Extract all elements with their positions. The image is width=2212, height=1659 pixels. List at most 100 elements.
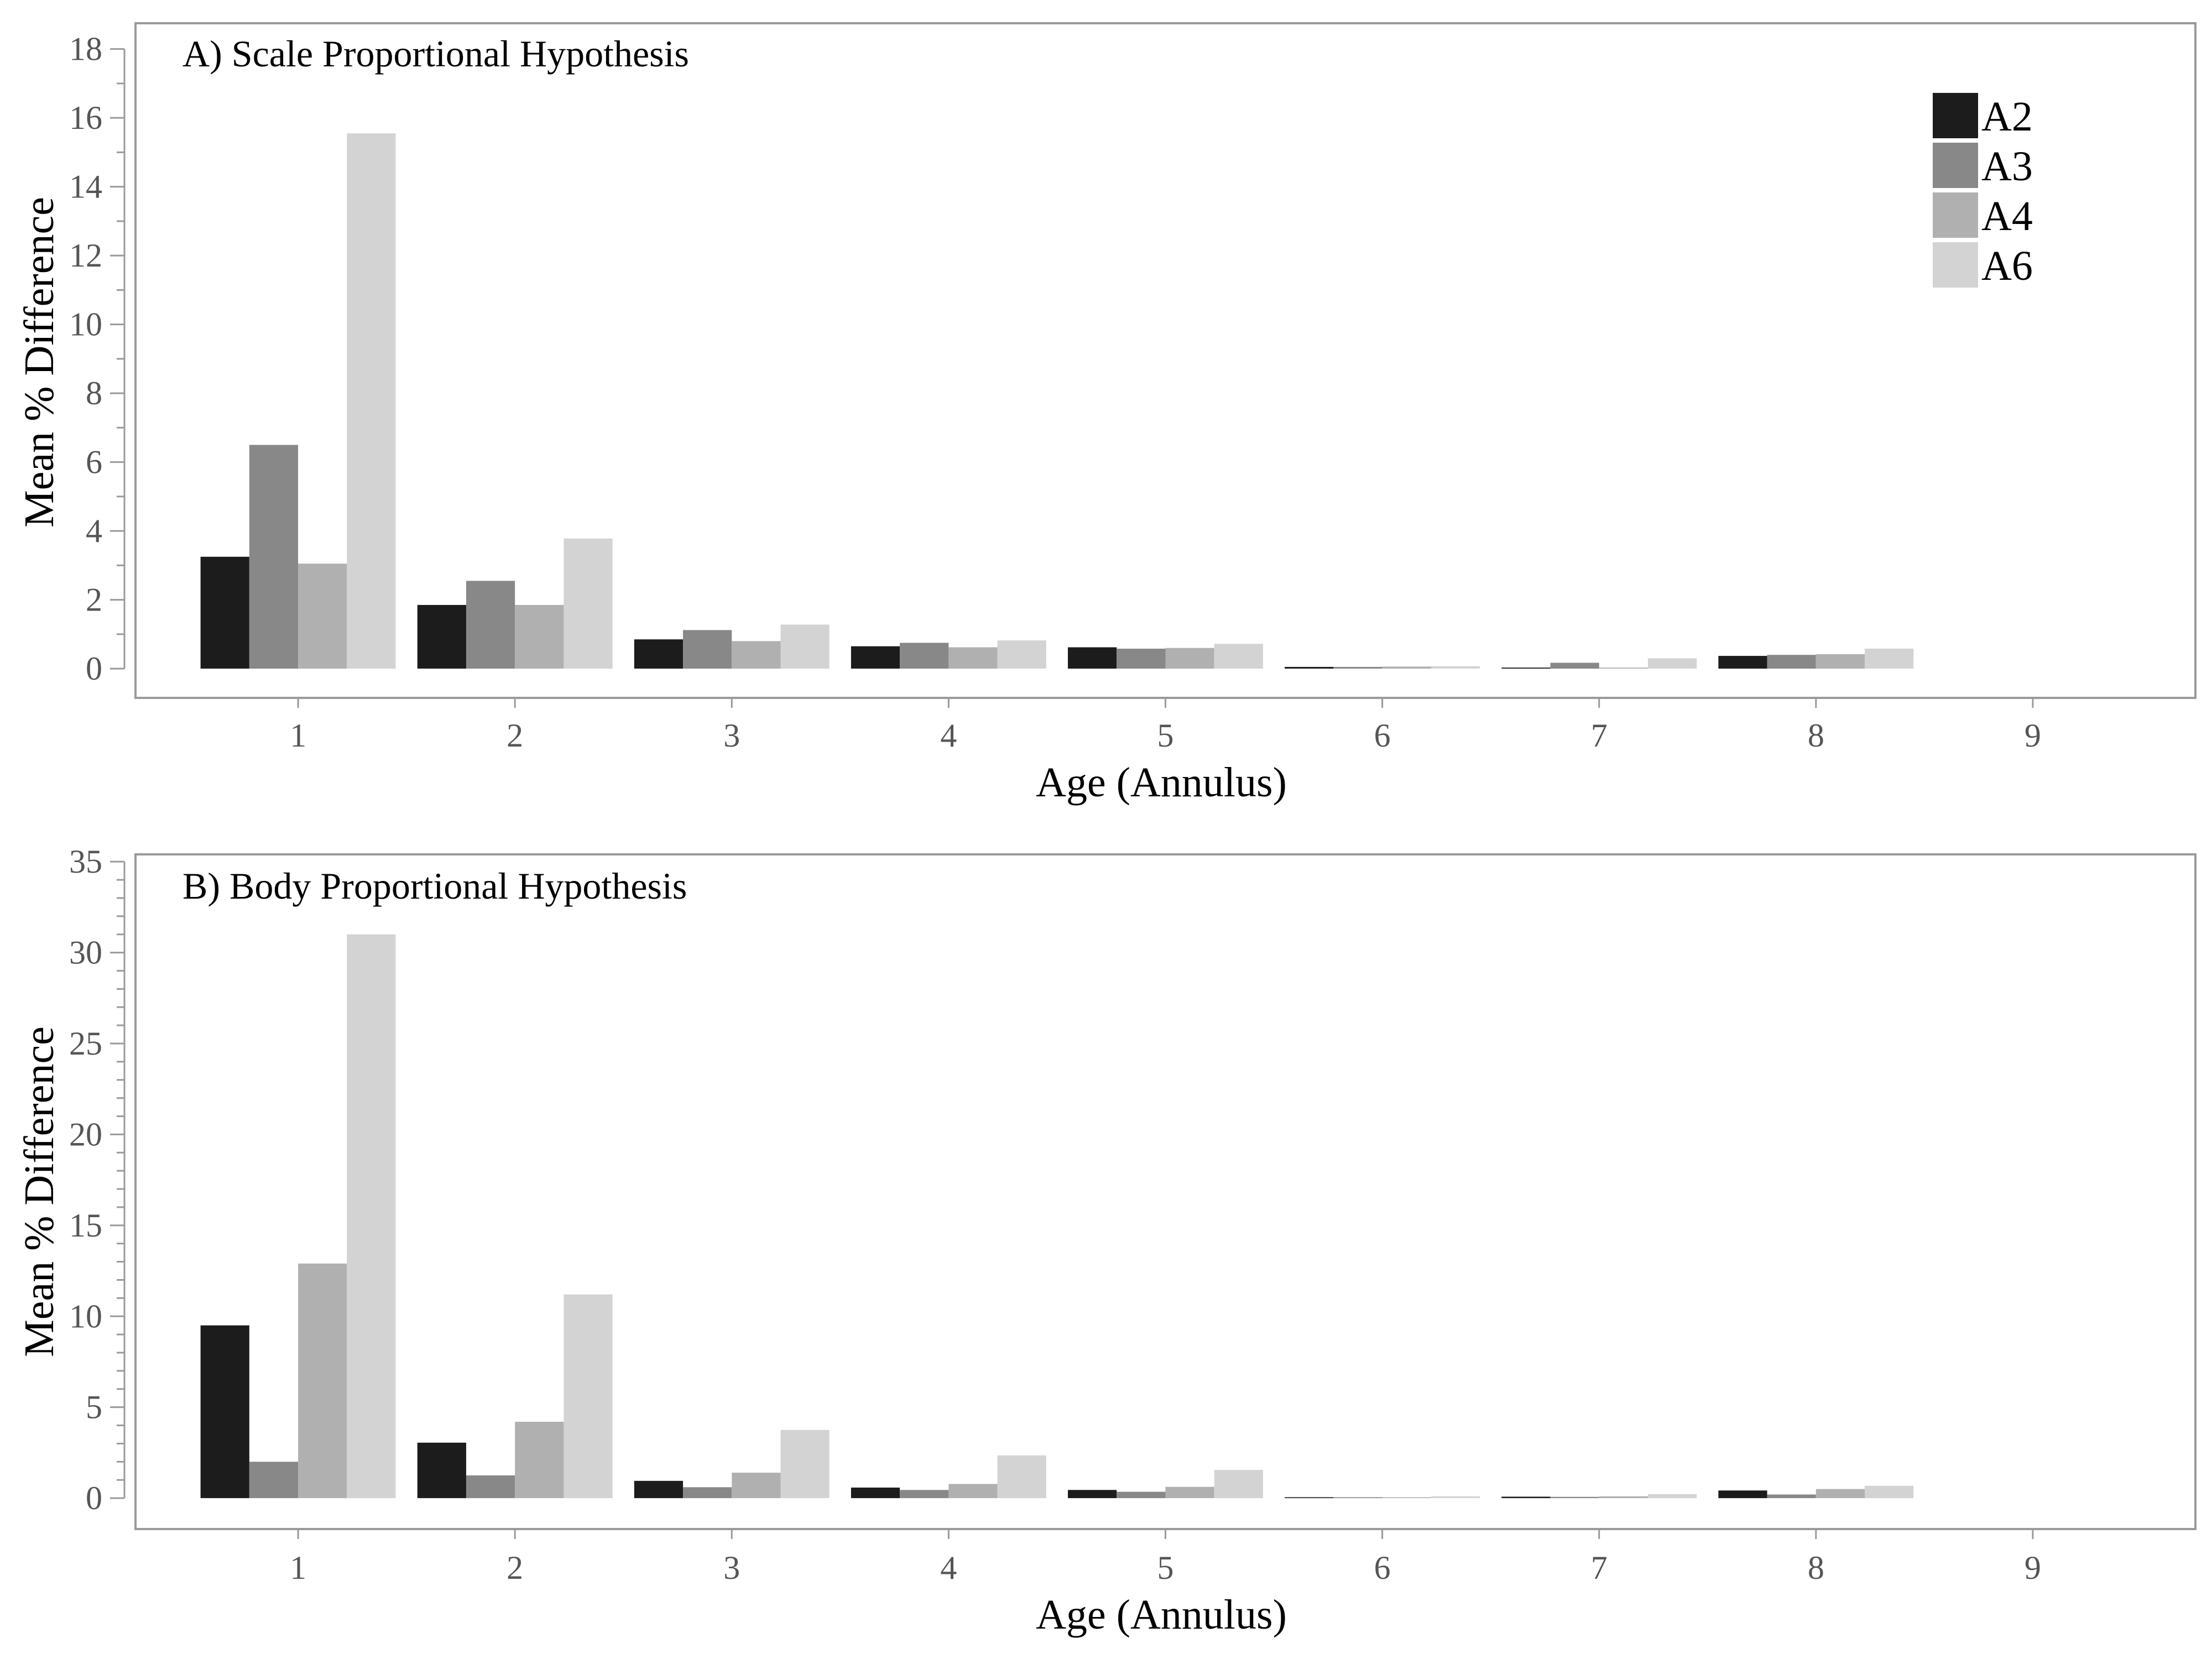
y-tick-label: 10 [69, 306, 102, 343]
x-tick-label: 1 [290, 717, 306, 754]
bar-a3-age-3 [683, 630, 732, 669]
bar-a6-age-2 [564, 1294, 613, 1499]
bar-a6-age-8 [1865, 1485, 1914, 1499]
x-tick-label: 3 [723, 717, 740, 754]
bar-a2-age-1 [200, 556, 249, 669]
bar-a2-age-3 [634, 639, 684, 669]
panel-a-x-axis-title: Age (Annulus) [1036, 759, 1287, 806]
x-tick-label: 9 [2025, 1550, 2041, 1586]
bar-a4-age-8 [1815, 1489, 1865, 1499]
y-tick-label: 2 [86, 582, 102, 618]
x-tick-label: 8 [1808, 1550, 1824, 1586]
bar-a4-age-8 [1815, 654, 1865, 669]
y-tick-label: 10 [69, 1298, 102, 1334]
bar-a4-age-1 [298, 564, 347, 669]
bar-a3-age-6 [1333, 1497, 1383, 1499]
y-tick-label: 0 [86, 1480, 102, 1516]
x-tick-label: 1 [290, 1550, 306, 1586]
bar-a4-age-6 [1382, 666, 1431, 669]
legend-label-a2: A2 [1981, 93, 2033, 140]
bar-a2-age-4 [851, 1488, 900, 1499]
y-tick-label: 25 [69, 1025, 102, 1062]
y-tick-label: 30 [69, 935, 102, 971]
bar-a3-age-2 [466, 581, 515, 669]
panel-frame [134, 853, 2197, 1530]
bar-a3-age-4 [900, 643, 949, 669]
bar-a2-age-2 [417, 604, 466, 669]
bar-a3-age-7 [1550, 1496, 1599, 1499]
bar-a6-age-4 [997, 1455, 1046, 1499]
bar-a3-age-8 [1767, 655, 1816, 669]
x-tick-label: 5 [1157, 1550, 1174, 1586]
bar-a4-age-7 [1599, 1496, 1648, 1499]
panel-b-y-axis-title: Mean % Difference [16, 1026, 62, 1357]
x-tick-label: 8 [1808, 717, 1824, 754]
bar-a4-age-2 [515, 604, 564, 669]
bar-a2-age-7 [1501, 1496, 1551, 1499]
x-tick-label: 6 [1374, 717, 1391, 754]
y-tick-label: 0 [86, 650, 102, 687]
bar-a3-age-5 [1117, 648, 1166, 669]
panel-b-title: B) Body Proportional Hypothesis [182, 865, 687, 907]
bar-a6-age-4 [997, 640, 1046, 669]
y-tick-label: 5 [86, 1389, 102, 1426]
bar-a6-age-1 [347, 934, 396, 1499]
y-tick-label: 14 [69, 169, 102, 205]
legend-swatch-a6 [1933, 242, 1978, 288]
bar-a4-age-4 [948, 647, 998, 669]
x-tick-label: 6 [1374, 1550, 1391, 1586]
bar-a3-age-2 [466, 1475, 515, 1499]
bar-a2-age-4 [851, 646, 900, 669]
bar-a3-age-4 [900, 1490, 949, 1499]
bar-a3-age-7 [1550, 662, 1599, 669]
legend-label-a6: A6 [1981, 243, 2033, 289]
bar-a2-age-2 [417, 1442, 466, 1499]
bar-a2-age-6 [1285, 666, 1334, 669]
y-tick-label: 6 [86, 444, 102, 481]
panel-frame [134, 22, 2197, 699]
x-tick-label: 3 [723, 1550, 740, 1586]
x-tick-label: 5 [1157, 717, 1174, 754]
y-tick-label: 4 [86, 513, 102, 549]
bar-a2-age-6 [1285, 1497, 1334, 1499]
bar-a4-age-4 [948, 1484, 998, 1499]
bar-a3-age-1 [249, 445, 299, 669]
bar-a2-age-5 [1068, 647, 1117, 669]
panel-b: B) Body Proportional Hypothesis Age (Ann… [16, 843, 2197, 1638]
panel-a-y-axis-title: Mean % Difference [16, 197, 62, 528]
panel-a: A) Scale Proportional Hypothesis Age (An… [16, 22, 2197, 806]
x-tick-label: 2 [507, 717, 523, 754]
bar-a3-age-1 [249, 1462, 299, 1499]
y-tick-label: 20 [69, 1116, 102, 1152]
x-tick-label: 7 [1591, 717, 1608, 754]
bar-a3-age-3 [683, 1487, 732, 1499]
bar-a6-age-6 [1431, 666, 1480, 669]
bar-a6-age-2 [564, 538, 613, 669]
bar-a6-age-6 [1431, 1496, 1480, 1499]
y-tick-label: 16 [69, 100, 102, 136]
y-tick-label: 8 [86, 375, 102, 411]
x-tick-label: 4 [940, 717, 957, 754]
bar-a3-age-6 [1333, 666, 1383, 669]
x-tick-label: 2 [507, 1550, 523, 1586]
bar-a3-age-5 [1117, 1491, 1166, 1499]
legend-label-a4: A4 [1981, 193, 2033, 239]
x-tick-label: 4 [940, 1550, 957, 1586]
bar-a6-age-5 [1214, 1470, 1263, 1499]
bar-a2-age-7 [1501, 667, 1551, 669]
bar-a3-age-8 [1767, 1494, 1816, 1499]
bar-a4-age-6 [1382, 1497, 1431, 1499]
bar-a6-age-7 [1647, 658, 1697, 669]
x-tick-label: 9 [2025, 717, 2041, 754]
bar-a6-age-5 [1214, 644, 1263, 669]
bar-a2-age-1 [200, 1325, 249, 1499]
bar-a6-age-3 [780, 1430, 830, 1499]
bar-a4-age-7 [1599, 667, 1648, 669]
bar-a6-age-1 [347, 133, 396, 669]
bar-a6-age-7 [1647, 1494, 1697, 1499]
legend-swatch-a4 [1933, 192, 1978, 238]
panel-a-title: A) Scale Proportional Hypothesis [182, 33, 689, 75]
bar-a4-age-1 [298, 1263, 347, 1499]
